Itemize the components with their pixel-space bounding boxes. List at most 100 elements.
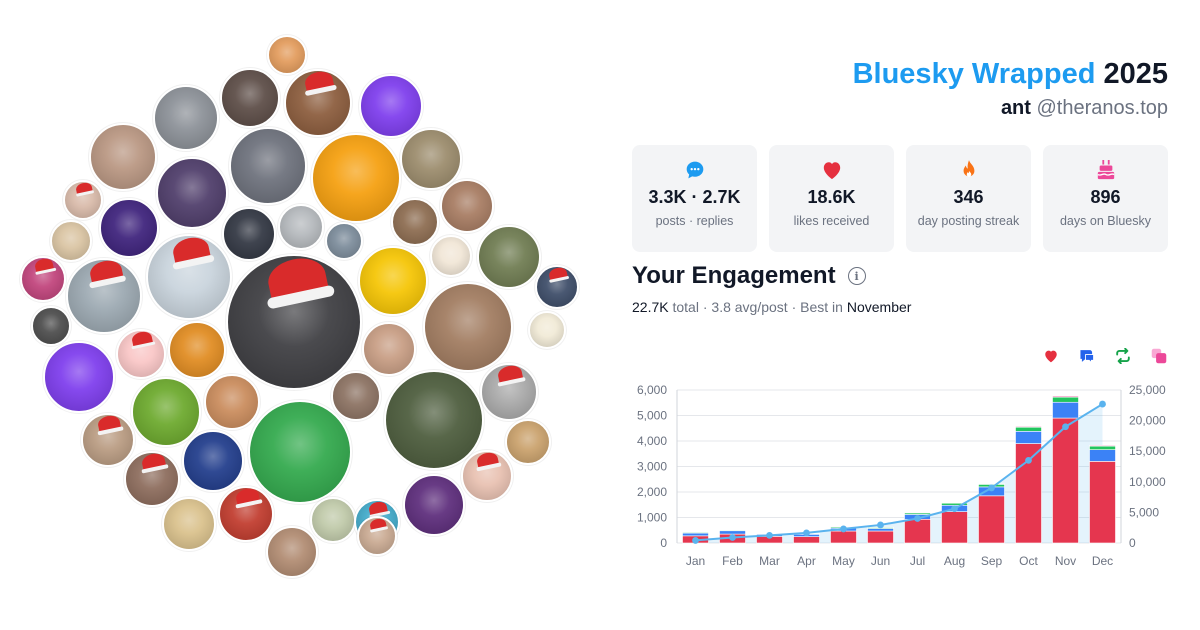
santa-hat-icon bbox=[87, 260, 124, 287]
avatar-hat-man bbox=[311, 133, 401, 223]
engagement-heading: Your Engagement i bbox=[632, 262, 866, 290]
santa-hat-icon bbox=[303, 71, 336, 95]
x-tick-label: Aug bbox=[944, 554, 965, 568]
avatar-bearded bbox=[391, 198, 439, 246]
stat-card-days: 896 days on Bluesky bbox=[1043, 145, 1168, 252]
cake-icon bbox=[1043, 159, 1168, 181]
avatar-santa-smile bbox=[357, 516, 397, 556]
y-right-tick-label: 15,000 bbox=[1129, 444, 1166, 458]
avatar-glasses-santa bbox=[66, 258, 142, 334]
avatar-man-closeup bbox=[266, 526, 318, 578]
cumulative-point bbox=[840, 525, 847, 533]
y-left-tick-label: 2,000 bbox=[637, 485, 667, 499]
stat-value-likes: 18.6K bbox=[807, 187, 856, 207]
heart-icon[interactable] bbox=[1042, 347, 1060, 365]
santa-hat-icon bbox=[74, 182, 93, 196]
avatar-smile-man bbox=[440, 179, 494, 233]
avatar-quang bbox=[384, 370, 484, 470]
info-icon[interactable]: i bbox=[847, 267, 866, 285]
avatar-colorful bbox=[20, 256, 66, 302]
avatar-santa-kid bbox=[218, 486, 274, 542]
avatar-violin bbox=[400, 128, 462, 190]
quote-icon[interactable] bbox=[1150, 347, 1168, 365]
bar-segment bbox=[719, 530, 746, 535]
y-right-tick-label: 0 bbox=[1129, 536, 1136, 550]
bar-segment bbox=[1089, 445, 1116, 450]
x-tick-label: Sep bbox=[981, 554, 1003, 568]
x-tick-label: Jun bbox=[871, 554, 890, 568]
santa-hat-icon bbox=[140, 453, 166, 472]
santa-hat-icon bbox=[170, 236, 211, 266]
engagement-total-label: total bbox=[672, 299, 699, 315]
cumulative-point bbox=[766, 531, 773, 539]
avatar-man-portrait bbox=[331, 371, 381, 421]
bar-segment bbox=[978, 483, 1005, 485]
avatar-pochacco bbox=[248, 400, 352, 504]
cumulative-point bbox=[1099, 400, 1106, 408]
y-left-tick-label: 5,000 bbox=[637, 409, 667, 423]
x-tick-label: Mar bbox=[759, 554, 780, 568]
y-left-tick-label: 0 bbox=[660, 536, 667, 550]
bar-segment bbox=[1089, 449, 1116, 462]
user-identity: ant @theranos.top bbox=[1001, 97, 1168, 120]
avatar-santa-man-2 bbox=[81, 413, 135, 467]
bar-segment bbox=[904, 518, 931, 544]
speech-bubble-icon bbox=[632, 159, 757, 181]
repost-icon[interactable] bbox=[1114, 347, 1132, 365]
engagement-summary: 22.7K total · 3.8 avg/post · Best in Nov… bbox=[632, 299, 911, 315]
cumulative-point bbox=[951, 505, 958, 513]
x-tick-label: Nov bbox=[1055, 554, 1076, 568]
reply-icon[interactable] bbox=[1078, 347, 1096, 365]
avatar-main bbox=[226, 254, 362, 390]
bar-segment bbox=[830, 530, 857, 544]
brand-title: Bluesky Wrapped bbox=[852, 58, 1096, 90]
wrapped-panel: Bluesky Wrapped 2025 ant @theranos.top 3… bbox=[632, 0, 1168, 630]
avatar-blonde bbox=[50, 220, 92, 262]
cumulative-point bbox=[1062, 423, 1069, 431]
santa-hat-icon bbox=[367, 501, 389, 517]
avatar-blonde-man bbox=[162, 497, 216, 551]
avatar-santa-hat-man bbox=[146, 234, 232, 320]
bar-segment bbox=[1052, 417, 1079, 544]
cumulative-point bbox=[729, 534, 736, 541]
x-tick-label: Dec bbox=[1092, 554, 1113, 568]
avatar-sunset bbox=[267, 35, 307, 75]
y-right-tick-label: 20,000 bbox=[1129, 414, 1166, 428]
y-left-tick-label: 3,000 bbox=[637, 460, 667, 474]
heart-icon bbox=[769, 159, 894, 181]
bar-segment bbox=[904, 512, 931, 514]
santa-hat-icon bbox=[547, 267, 568, 282]
bar-segment bbox=[941, 502, 968, 504]
avatar-brown-blur bbox=[124, 451, 180, 507]
santa-hat-icon bbox=[33, 258, 55, 274]
avatar-green-face bbox=[359, 74, 423, 138]
avatar-garfield bbox=[168, 321, 226, 379]
avatar-pop-crave bbox=[358, 246, 428, 316]
stat-card-streak: 346 day posting streak bbox=[906, 145, 1031, 252]
cumulative-point bbox=[914, 515, 921, 522]
bar-segment bbox=[1089, 461, 1116, 544]
stat-label-posts: posts · replies bbox=[655, 214, 734, 228]
avatar-woman-dark bbox=[403, 474, 465, 536]
engagement-chart: 0 1,000 2,000 3,000 4,000 5,000 6,000 0 5,000 10,… bbox=[637, 383, 1166, 568]
year-title: 2025 bbox=[1103, 58, 1168, 90]
bar-segment bbox=[1015, 426, 1042, 432]
avatar-bald-man bbox=[325, 222, 363, 260]
avatar-pig-santa bbox=[116, 329, 166, 379]
x-tick-label: Oct bbox=[1019, 554, 1038, 568]
avatar-glasses-bearded bbox=[477, 225, 541, 289]
avatar-baked-beans bbox=[131, 377, 201, 447]
santa-hat-icon bbox=[234, 488, 260, 507]
avatar-dark-room bbox=[222, 207, 276, 261]
y-right-tick-label: 10,000 bbox=[1129, 475, 1166, 489]
y-left-tick-label: 4,000 bbox=[637, 434, 667, 448]
santa-hat-icon bbox=[96, 415, 122, 434]
separator: · bbox=[702, 299, 708, 315]
engagement-total-value: 22.7K bbox=[632, 299, 669, 315]
engagement-best-label: Best in bbox=[800, 299, 843, 315]
engagement-average: 3.8 avg/post bbox=[711, 299, 788, 315]
cumulative-point bbox=[803, 529, 810, 537]
avatar-man-desk bbox=[220, 68, 280, 128]
cumulative-point bbox=[692, 537, 699, 544]
x-tick-label: Apr bbox=[797, 554, 816, 568]
